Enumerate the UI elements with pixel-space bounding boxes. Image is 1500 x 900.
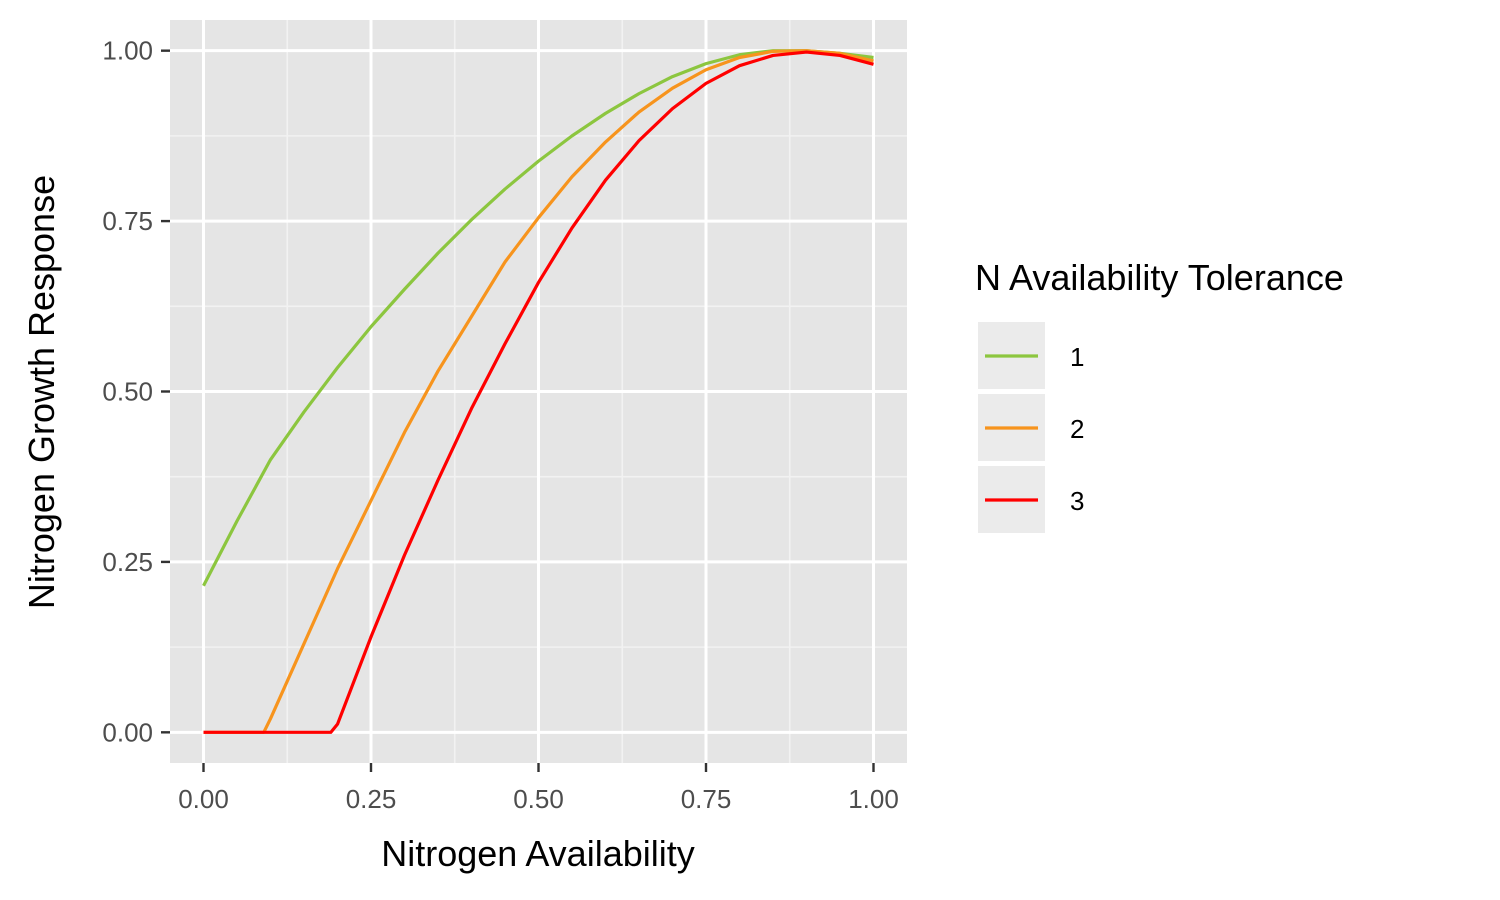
x-tick-label: 0.75 — [681, 784, 732, 814]
x-tick-label: 0.50 — [513, 784, 564, 814]
x-tick-label: 0.00 — [178, 784, 229, 814]
y-axis-title: Nitrogen Growth Response — [21, 175, 62, 609]
y-tick-label: 0.50 — [102, 377, 153, 407]
y-axis: 0.00 0.25 0.50 0.75 1.00 — [102, 36, 170, 747]
y-tick-label: 0.00 — [102, 717, 153, 747]
legend-label: 3 — [1070, 486, 1084, 516]
series-line-2 — [203, 49, 874, 734]
y-tick-label: 1.00 — [102, 36, 153, 66]
y-tick-label: 0.75 — [102, 206, 153, 236]
x-axis-title: Nitrogen Availability — [381, 833, 695, 874]
x-axis: 0.00 0.25 0.50 0.75 1.00 — [178, 763, 899, 814]
legend-label: 1 — [1070, 342, 1084, 372]
legend-item-3: 3 — [978, 466, 1084, 533]
legend: N Availability Tolerance 1 2 3 — [975, 257, 1344, 533]
y-tick-label: 0.25 — [102, 547, 153, 577]
legend-items: 1 2 3 — [978, 322, 1084, 533]
legend-item-2: 2 — [978, 394, 1084, 461]
legend-title: N Availability Tolerance — [975, 257, 1344, 298]
legend-label: 2 — [1070, 414, 1084, 444]
x-tick-label: 0.25 — [346, 784, 397, 814]
x-tick-label: 1.00 — [848, 784, 899, 814]
series-line-3 — [203, 50, 874, 734]
series-lines — [202, 49, 874, 734]
legend-item-1: 1 — [978, 322, 1084, 389]
